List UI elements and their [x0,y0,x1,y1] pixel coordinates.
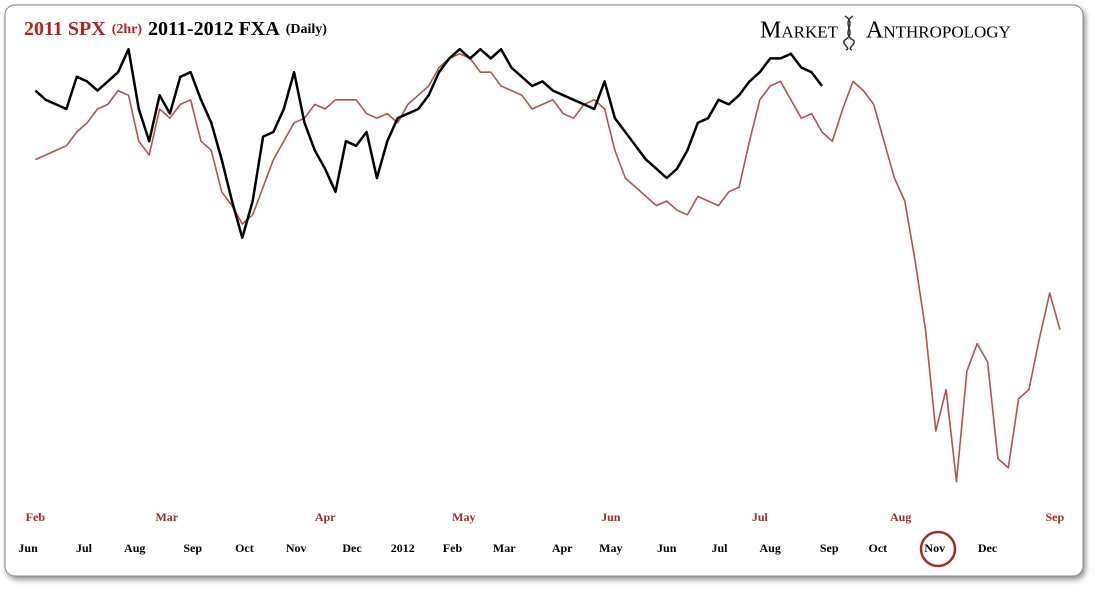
x2-tick-label: Aug [890,510,911,524]
x-tick-label: Nov [286,541,307,555]
x-tick-label: Dec [978,541,998,555]
logo-right: Anthropology [866,18,1011,44]
logo-left: Market [760,18,839,44]
x-tick-label: Jun [657,541,677,555]
chart-title: 2011 SPX (2hr) 2011-2012 FXA (Daily) [24,18,327,40]
title-spx: 2011 SPX [24,18,106,40]
x2-tick-label: May [452,510,475,524]
x-tick-label: Nov [924,541,945,555]
title-fxa-note: (Daily) [286,22,328,37]
x2-tick-label: Feb [26,510,46,524]
x2-tick-label: Mar [155,510,178,524]
x2-tick-label: Apr [315,510,336,524]
series-line [35,53,1061,483]
frame [4,4,1084,577]
x-tick-label: Mar [493,541,516,555]
x-tick-label: Jul [711,541,728,555]
series-line [34,47,823,240]
x-tick-label: Aug [760,541,781,555]
x-tick-label: Sep [820,541,839,555]
x-tick-label: Sep [183,541,202,555]
x-tick-label: Jun [18,541,38,555]
title-spx-note: (2hr) [112,22,143,37]
x-tick-label: Aug [124,541,145,555]
x-tick-label: Feb [443,541,463,555]
logo-icon [843,15,855,51]
x-tick-label: Oct [235,541,254,555]
x-tick-label: 2012 [391,541,415,555]
x2-tick-label: Sep [1045,510,1064,524]
x-tick-label: May [599,541,622,555]
x-tick-label: Apr [552,541,573,555]
x-tick-label: Dec [342,541,362,555]
title-fxa: 2011-2012 FXA [148,18,280,40]
x-tick-label: Oct [869,541,888,555]
x-tick-label: Jul [76,541,93,555]
highlight-circle [919,530,957,568]
x2-tick-label: Jun [601,510,621,524]
x2-tick-label: Jul [752,510,769,524]
